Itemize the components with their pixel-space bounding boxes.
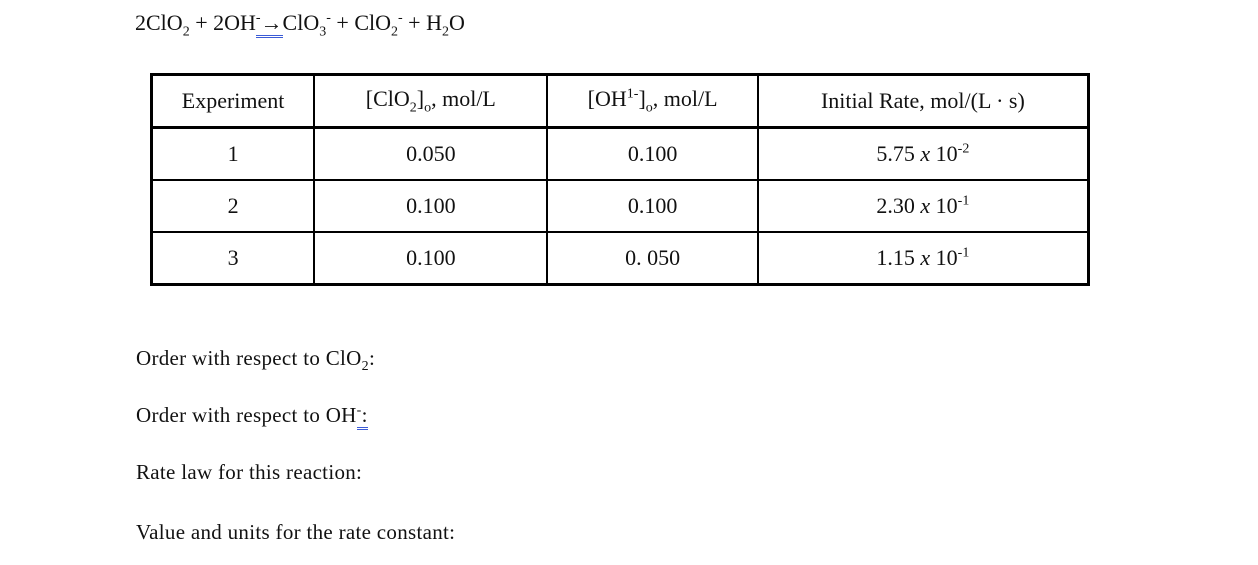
times: x — [920, 245, 931, 270]
text: - — [356, 403, 362, 418]
data-table: Experiment [ClO2]o, mol/L [OH1-]o, mol/L… — [150, 73, 1090, 286]
text: + 2OH — [189, 10, 256, 35]
cell-text: 2 — [227, 193, 239, 218]
text: , mol/L — [431, 85, 496, 111]
text: , mol/L — [652, 85, 718, 111]
text: Experiment — [181, 88, 285, 113]
exponent: -2 — [957, 141, 970, 157]
exponent: -1 — [957, 193, 970, 209]
text: o — [424, 100, 432, 116]
text: - — [326, 10, 331, 26]
table-cell: 0.100 — [546, 126, 759, 181]
text: Order with respect to OH — [136, 403, 357, 427]
cell-text: 0.100 — [627, 141, 678, 166]
text: 2ClO — [135, 10, 183, 35]
table-cell: 3 — [150, 231, 316, 286]
header-cell: [ClO2]o, mol/L — [313, 73, 549, 129]
cell-text: 0.050 — [406, 141, 456, 166]
cell-text: 0.100 — [627, 193, 678, 218]
base: 10 — [935, 193, 958, 218]
table-cell: 2 — [150, 179, 316, 233]
header-cell: [OH1-]o, mol/L — [546, 73, 759, 129]
text: ] — [638, 85, 646, 111]
cell-text: 3 — [227, 245, 239, 270]
table-cell: 0. 050 — [546, 231, 759, 286]
base: 10 — [935, 245, 958, 270]
text: 2 — [409, 100, 417, 116]
text: [OH — [587, 85, 627, 111]
text: 2 — [182, 24, 190, 40]
text: O — [448, 10, 465, 35]
header-cell: Experiment — [150, 73, 316, 129]
text: 1- — [626, 86, 639, 102]
header-cell: Initial Rate, mol/(L · s) — [756, 73, 1090, 129]
mantissa: 1.15 — [876, 245, 915, 270]
table-row: 3 0.100 0. 050 1.15 x 10-1 — [150, 231, 1090, 286]
table-cell: 5.75 x 10-2 — [756, 126, 1090, 181]
text: 2 — [361, 359, 369, 375]
base: 10 — [935, 141, 958, 166]
question: Value and units for the rate constant: — [136, 520, 455, 545]
text: [ClO — [365, 85, 410, 111]
text: : — [368, 346, 376, 370]
text: o — [645, 100, 653, 116]
text: + H — [402, 10, 442, 35]
table-cell: 0.100 — [313, 231, 549, 286]
table-cell: 0.100 — [546, 179, 759, 233]
header-row: Experiment [ClO2]o, mol/L [OH1-]o, mol/L… — [150, 73, 1090, 129]
text: : — [361, 403, 368, 427]
text: 2 — [391, 24, 398, 40]
mantissa: 2.30 — [876, 193, 915, 218]
equation: 2ClO2 + 2OH-→ClO3- + ClO2- + H2O — [135, 10, 465, 40]
table-row: 2 0.100 0.100 2.30 x 10-1 — [150, 179, 1090, 233]
table-cell: 1.15 x 10-1 — [756, 231, 1090, 286]
question: Rate law for this reaction: — [136, 460, 362, 485]
exponent: -1 — [957, 245, 970, 261]
text: ClO — [282, 10, 320, 35]
text: Value and units for the rate constant: — [136, 520, 456, 544]
question: Order with respect to ClO2: — [136, 346, 375, 375]
table-cell: 0.050 — [313, 126, 549, 181]
text: → — [260, 10, 283, 35]
question: Order with respect to OH-: — [136, 403, 368, 430]
text: Rate law for this reaction: — [136, 460, 363, 484]
text: 2 — [441, 24, 449, 40]
cell-text: 0.100 — [406, 245, 456, 270]
text: Initial Rate, mol/(L · s) — [820, 88, 1025, 113]
mantissa: 5.75 — [876, 141, 915, 166]
table-cell: 2.30 x 10-1 — [756, 179, 1090, 233]
cell-text: 0.100 — [406, 193, 456, 218]
cell-text: 0. 050 — [625, 245, 681, 270]
text: ] — [416, 85, 425, 111]
text: - — [398, 10, 403, 26]
table-row: 1 0.050 0.100 5.75 x 10-2 — [150, 126, 1090, 181]
text: + ClO — [330, 10, 391, 35]
times: x — [920, 141, 931, 166]
cell-text: 1 — [227, 141, 239, 166]
text: Order with respect to ClO — [136, 346, 362, 370]
table-cell: 1 — [150, 126, 316, 181]
table-cell: 0.100 — [313, 179, 549, 233]
text: - — [255, 10, 261, 26]
text: 3 — [319, 24, 327, 40]
times: x — [920, 193, 931, 218]
